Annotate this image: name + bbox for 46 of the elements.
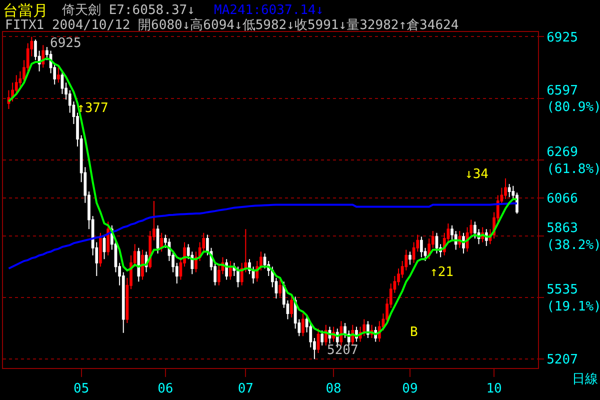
candlestick xyxy=(420,236,423,258)
candlestick xyxy=(320,330,324,346)
x-tick-label: 08 xyxy=(326,382,342,397)
text: 倚天劍 E7:6058.37↓ xyxy=(62,3,195,18)
candlestick xyxy=(252,266,255,284)
x-tick-label: 07 xyxy=(238,382,254,397)
annotation: ↑21 xyxy=(430,265,454,280)
candlestick xyxy=(137,247,140,282)
candlestick xyxy=(102,234,106,260)
y-tick-label: 5863 (38.2%) xyxy=(546,221,600,254)
candlestick xyxy=(290,294,293,318)
x-tick-label: 05 xyxy=(74,382,90,397)
annotation: FITX1 2004/10/12 開6080↓高6094↓低5982↓收5991↓量32982↑倉34624 xyxy=(5,17,459,33)
y-tick-label: 5535 (19.1%) xyxy=(546,282,600,315)
candlestick xyxy=(236,266,240,288)
candlestick xyxy=(508,184,511,198)
candlestick xyxy=(56,67,60,84)
candlestick xyxy=(156,224,160,254)
candlestick xyxy=(106,221,110,256)
annotation: 5207 xyxy=(327,343,358,358)
candlestick xyxy=(99,232,102,268)
x-tick-label: 06 xyxy=(158,382,174,397)
y-tick-label: 6269 (61.8%) xyxy=(546,144,600,177)
y-tick-label: 6066 xyxy=(546,191,578,206)
candlestick xyxy=(408,251,412,266)
y-tick-label: 6597 (80.9%) xyxy=(546,83,600,116)
annotation: ↑377 xyxy=(77,101,108,116)
candlestick xyxy=(228,260,232,280)
candlestick xyxy=(302,313,304,337)
candlestick xyxy=(316,328,320,354)
x-tick-label: 10 xyxy=(486,382,502,397)
x-tick-label: 09 xyxy=(402,382,418,397)
text: 日線 xyxy=(572,372,598,387)
candlestick xyxy=(141,249,144,280)
annotation: ↓34 xyxy=(465,167,489,182)
y-tick-label: 6925 xyxy=(546,30,578,46)
y-tick-label: 5207 xyxy=(546,352,578,368)
annotation: 6925 xyxy=(50,36,82,51)
candlestick xyxy=(504,178,507,200)
line-series xyxy=(8,57,518,338)
chart-title: 台當月 xyxy=(3,1,48,20)
candlestick xyxy=(160,232,164,252)
text: MA241:6037.14↓ xyxy=(214,3,324,18)
annotation: B xyxy=(410,325,418,340)
candlestick xyxy=(435,232,438,254)
candlestick xyxy=(278,279,282,298)
